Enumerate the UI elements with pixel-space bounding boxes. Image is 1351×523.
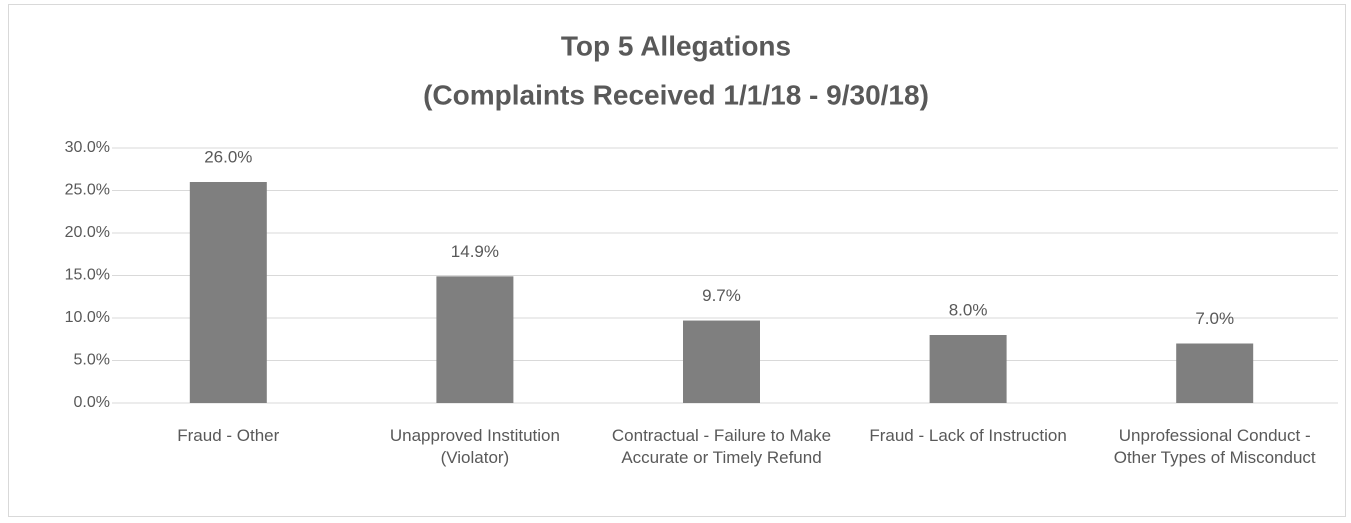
x-tick-label: Unprofessional Conduct -Other Types of M…: [1114, 426, 1316, 467]
y-tick-label: 20.0%: [65, 224, 110, 241]
data-label: 7.0%: [1195, 309, 1234, 328]
bar: [189, 182, 267, 403]
x-tick-label: Fraud - Other: [177, 426, 279, 445]
bar: [929, 335, 1007, 403]
bar: [436, 276, 514, 403]
y-tick-label: 30.0%: [65, 139, 110, 156]
data-label: 8.0%: [949, 300, 988, 319]
y-tick-label: 0.0%: [74, 394, 110, 411]
data-label: 9.7%: [702, 286, 741, 305]
y-tick-label: 15.0%: [65, 267, 110, 284]
bar: [1176, 343, 1254, 403]
y-tick-label: 10.0%: [65, 309, 110, 326]
data-label: 26.0%: [204, 147, 252, 166]
y-tick-label: 5.0%: [74, 352, 110, 369]
data-label: 14.9%: [451, 242, 499, 261]
chart-subtitle: (Complaints Received 1/1/18 - 9/30/18): [423, 79, 929, 110]
x-tick-label: Unapproved Institution (Violator): [390, 426, 560, 467]
x-tick-label: Fraud - Lack of Instruction: [869, 426, 1066, 445]
chart-title: Top 5 Allegations: [561, 30, 791, 61]
y-tick-label: 25.0%: [65, 182, 110, 199]
x-tick-label: Contractual - Failure to Make Accurate or…: [612, 426, 831, 467]
bar: [683, 320, 760, 403]
